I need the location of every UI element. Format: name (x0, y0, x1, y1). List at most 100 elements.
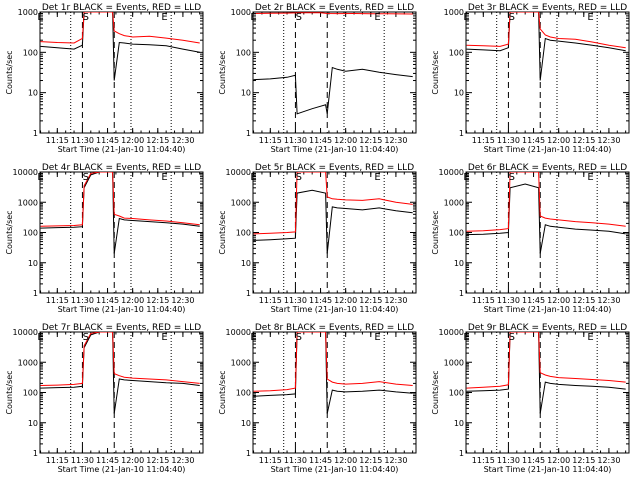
interval-marker-label: E (374, 332, 380, 343)
x-tick-label: 11:15 (46, 296, 69, 305)
x-tick-label: 12:00 (334, 456, 357, 465)
interval-marker-label: S (296, 172, 302, 183)
series-line (253, 332, 413, 392)
x-tick-label: 11:45 (309, 136, 332, 145)
chart-title: Det 9r BLACK = Events, RED = LLD (468, 323, 627, 333)
y-tick-label: 100 (236, 389, 251, 398)
series-line (466, 172, 626, 232)
x-tick-label: 12:15 (572, 296, 595, 305)
interval-marker-label: E (161, 12, 167, 23)
y-tick-label: 1000 (444, 8, 464, 17)
y-tick-label: 1 (246, 129, 251, 138)
chart-title: Det 6r BLACK = Events, RED = LLD (468, 163, 627, 173)
x-axis-label: Start Time (21-Jan-10 11:04:40) (58, 305, 186, 314)
x-tick-label: 12:30 (171, 456, 194, 465)
interval-marker-label: E (587, 332, 593, 343)
y-tick-label: 100 (449, 48, 464, 57)
interval-marker-label: S (509, 332, 515, 343)
x-tick-label: 12:15 (572, 456, 595, 465)
y-tick-label: 10 (28, 259, 38, 268)
series-line (40, 12, 200, 44)
y-axis-label: Counts/sec (218, 210, 227, 254)
y-axis-label: Counts/sec (5, 210, 14, 254)
y-tick-label: 1000 (231, 8, 251, 17)
y-tick-label: 10000 (226, 168, 251, 177)
y-tick-label: 10 (28, 89, 38, 98)
interval-marker-label: E (37, 12, 43, 23)
y-tick-label: 10000 (13, 328, 38, 337)
x-tick-label: 11:15 (259, 136, 282, 145)
y-tick-label: 100 (23, 389, 38, 398)
interval-marker-label: S (296, 12, 302, 23)
x-tick-label: 11:45 (522, 456, 545, 465)
y-tick-label: 1 (459, 449, 464, 458)
series-line (40, 172, 200, 227)
y-tick-label: 1000 (18, 358, 38, 367)
y-tick-label: 1 (33, 289, 38, 298)
x-tick-label: 11:15 (46, 136, 69, 145)
y-tick-label: 100 (236, 48, 251, 57)
y-tick-label: 10 (454, 259, 464, 268)
series-line (40, 12, 200, 81)
interval-marker-label: E (463, 172, 469, 183)
interval-marker-label: E (161, 172, 167, 183)
x-tick-label: 12:00 (121, 456, 144, 465)
interval-marker-label: S (83, 172, 89, 183)
x-axis-label: Start Time (21-Jan-10 11:04:40) (484, 145, 612, 154)
interval-marker-label: E (587, 172, 593, 183)
chart-panel-1: Det 1r BLACK = Events, RED = LLD 1 10 100 10… (5, 3, 204, 154)
x-tick-label: 12:15 (359, 136, 382, 145)
interval-marker-label: E (463, 332, 469, 343)
chart-title: Det 5r BLACK = Events, RED = LLD (255, 163, 414, 173)
plot-frame (252, 331, 417, 454)
series-line (253, 189, 413, 254)
x-axis-label: Start Time (21-Jan-10 11:04:40) (58, 465, 186, 474)
x-tick-label: 11:45 (309, 456, 332, 465)
interval-marker-label: E (587, 12, 593, 23)
interval-marker-label: S (509, 12, 515, 23)
series-line (253, 12, 413, 15)
x-tick-label: 12:30 (171, 296, 194, 305)
y-tick-label: 1000 (18, 8, 38, 17)
y-tick-label: 1 (33, 449, 38, 458)
chart-title: Det 1r BLACK = Events, RED = LLD (42, 3, 201, 13)
x-axis-label: Start Time (21-Jan-10 11:04:40) (58, 145, 186, 154)
x-tick-label: 12:15 (572, 136, 595, 145)
x-tick-label: 11:30 (284, 296, 307, 305)
x-tick-label: 11:15 (472, 136, 495, 145)
interval-marker-label: E (250, 12, 256, 23)
chart-panel-5: Det 5r BLACK = Events, RED = LLD 1 10 100 10… (218, 163, 417, 314)
series-line (40, 332, 200, 386)
y-tick-label: 1 (459, 129, 464, 138)
chart-panel-4: Det 4r BLACK = Events, RED = LLD 1 10 100 10… (5, 163, 204, 314)
plot-frame (465, 11, 630, 134)
x-tick-label: 11:30 (71, 136, 94, 145)
y-tick-label: 1 (459, 289, 464, 298)
interval-marker-label: E (37, 172, 43, 183)
series-line (466, 12, 626, 49)
y-tick-label: 10000 (439, 328, 464, 337)
y-axis-label: Counts/sec (218, 370, 227, 414)
interval-marker-label: S (83, 332, 89, 343)
y-tick-label: 10000 (226, 328, 251, 337)
y-tick-label: 100 (236, 229, 251, 238)
chart-panel-7: Det 7r BLACK = Events, RED = LLD 1 10 100 10… (5, 323, 204, 474)
y-tick-label: 100 (449, 229, 464, 238)
x-tick-label: 12:15 (146, 456, 169, 465)
x-axis-label: Start Time (21-Jan-10 11:04:40) (484, 305, 612, 314)
x-tick-label: 11:45 (309, 296, 332, 305)
series-line (466, 183, 626, 254)
plot-frame (465, 331, 630, 454)
y-tick-label: 1 (246, 449, 251, 458)
plot-frame (252, 11, 417, 134)
y-tick-label: 10 (28, 419, 38, 428)
chart-panel-2: Det 2r BLACK = Events, RED = LLD 1 10 100 10… (218, 3, 417, 154)
chart-panel-9: Det 9r BLACK = Events, RED = LLD 1 10 100 10… (431, 323, 630, 474)
interval-marker-label: S (83, 12, 89, 23)
series-line (40, 332, 200, 414)
x-tick-label: 12:00 (334, 136, 357, 145)
x-tick-label: 11:45 (522, 136, 545, 145)
interval-marker-label: E (250, 172, 256, 183)
x-tick-label: 11:30 (497, 136, 520, 145)
